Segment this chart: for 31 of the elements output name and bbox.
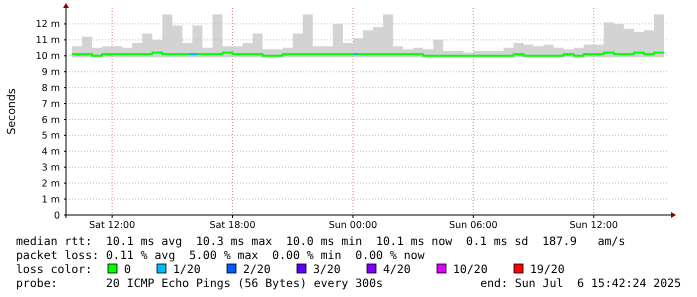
text: probe: 20 ICMP Echo Pings (56 Bytes) every 300s [16, 276, 383, 290]
legend-title: loss color: [16, 262, 92, 276]
x-tick-label: Sat 18:00 [210, 220, 256, 231]
y-tick-label: 11 m [36, 35, 60, 46]
y-axis-title: Seconds [5, 88, 18, 135]
text: packet loss: 0.11 % avg 5.00 % max 0.00 % min 0.00 % now [16, 248, 425, 262]
legend-label: 0 [124, 262, 131, 276]
y-tick-label: 10 m [36, 51, 60, 62]
y-tick-label: 6 m [42, 114, 60, 126]
y-tick-label: 1 m [42, 194, 60, 206]
legend-label: 4/20 [383, 262, 411, 276]
legend-label: 19/20 [530, 262, 565, 276]
y-tick-label: 7 m [42, 98, 60, 110]
y-tick-label: 3 m [42, 162, 60, 174]
y-tick-label: 9 m [42, 67, 60, 78]
x-tick-label: Sat 12:00 [89, 220, 136, 231]
x-tick-label: Sun 00:00 [328, 220, 378, 231]
y-tick-label: 8 m [42, 82, 60, 94]
legend-label: 2/20 [243, 262, 271, 276]
x-tick-label: Sun 06:00 [449, 220, 498, 231]
y-tick-label: 4 m [42, 146, 60, 158]
legend-label: 1/20 [173, 262, 201, 276]
y-tick-label: 5 m [42, 130, 60, 142]
legend-label: 10/20 [453, 262, 488, 276]
legend-label: 3/20 [313, 262, 341, 276]
text: end: Sun Jul 6 15:42:24 2025 [480, 276, 681, 290]
x-tick-label: Sun 12:00 [570, 220, 618, 231]
y-tick-label: 0 [54, 210, 60, 222]
text: median rtt: 10.1 ms avg 10.3 ms max 10.0 ms min 10.1 ms now 0.1 ms sd 187.9 am/s [16, 234, 626, 248]
y-tick-label: 12 m [36, 19, 60, 30]
y-tick-label: 2 m [42, 178, 60, 190]
